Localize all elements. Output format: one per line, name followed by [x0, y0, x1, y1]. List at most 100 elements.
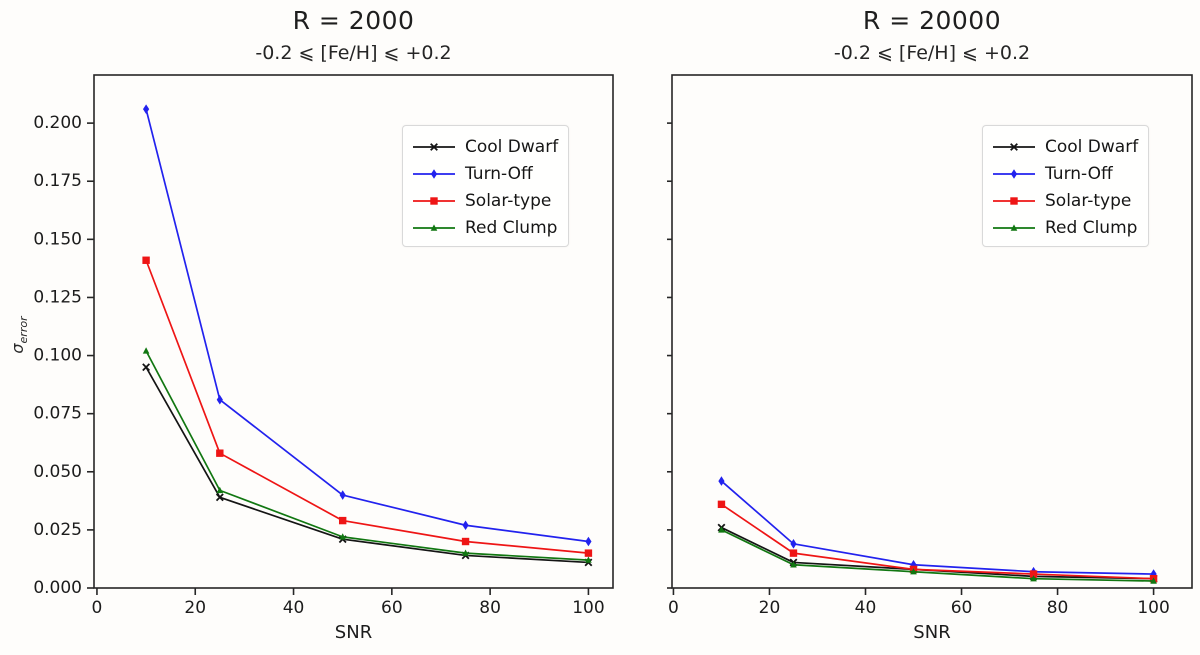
y-tick-label: 0.025: [33, 520, 82, 540]
data-point-marker-triangle: [910, 568, 917, 575]
data-point-marker-x: [142, 363, 151, 372]
sigma-subscript: error: [17, 316, 31, 344]
data-point-marker-diamond: [339, 490, 346, 500]
legend-label: Red Clump: [465, 217, 558, 238]
data-point-marker-diamond: [462, 520, 469, 531]
data-point-marker-diamond: [585, 536, 592, 547]
y-tick-label: 0.150: [33, 229, 82, 249]
data-point-marker-square: [789, 549, 798, 557]
legend-swatch-square-icon: [413, 196, 455, 205]
legend-swatch-diamond-icon: [993, 168, 1035, 179]
data-point-marker-diamond: [216, 394, 223, 405]
x-axis-label-right: SNR: [913, 622, 951, 643]
legend-item-turn-off: Turn-Off: [992, 160, 1138, 187]
x-tick-label: 100: [572, 598, 604, 618]
x-tick-label: 0: [668, 598, 679, 618]
legend-swatch-triangle-icon: [993, 223, 1035, 231]
x-tick-label: 20: [759, 598, 781, 618]
data-point-marker-square: [142, 256, 150, 264]
y-tick-label: 0.100: [33, 346, 82, 366]
chart-title-right: R = 20000: [862, 6, 1002, 35]
data-point-marker-square: [430, 196, 438, 205]
series-red-clump: [718, 526, 1157, 584]
title-block-right: R = 20000 -0.2 ⩽ [Fe/H] ⩽ +0.2: [672, 6, 1192, 64]
data-point-marker-square: [338, 516, 347, 525]
y-tick-label: 0.050: [33, 462, 82, 482]
x-tick-label: 80: [1047, 598, 1069, 618]
legend-swatch-square-icon: [993, 196, 1035, 205]
data-point-marker-square: [461, 537, 470, 546]
legend-label: Cool Dwarf: [1045, 136, 1139, 157]
y-tick-label: 0.000: [33, 578, 82, 598]
data-point-marker-x: [430, 142, 438, 151]
data-point-marker-diamond: [790, 539, 797, 549]
legend-label: Solar-type: [1045, 190, 1132, 211]
title-block-left: R = 2000 -0.2 ⩽ [Fe/H] ⩽ +0.2: [94, 6, 613, 64]
sigma-symbol: σ: [8, 343, 27, 354]
data-point-marker-diamond: [718, 476, 725, 486]
data-point-marker-square: [1010, 196, 1018, 205]
data-point-marker-triangle: [1150, 577, 1157, 584]
data-point-marker-triangle: [718, 526, 725, 533]
y-tick-label: 0.125: [33, 287, 82, 307]
legend-label: Turn-Off: [465, 163, 533, 184]
legend-swatch-triangle-icon: [413, 223, 455, 231]
x-tick-label: 80: [479, 598, 501, 618]
chart-subtitle-left: -0.2 ⩽ [Fe/H] ⩽ +0.2: [255, 42, 452, 64]
x-tick-label: 100: [1137, 598, 1169, 618]
data-point-marker-square: [584, 549, 593, 557]
series-line-solar-type: [720, 503, 1154, 580]
legend-label: Solar-type: [465, 190, 552, 211]
data-point-marker-square: [1029, 570, 1038, 578]
legend-item-solar-type: Solar-type: [412, 187, 558, 214]
data-point-marker-triangle: [142, 347, 150, 354]
series-solar-type: [142, 256, 593, 557]
data-point-marker-triangle: [1030, 575, 1037, 582]
y-axis-label: σerror: [8, 290, 31, 380]
x-tick-label: 60: [381, 598, 403, 618]
legend-label: Red Clump: [1045, 217, 1138, 238]
legend-label: Turn-Off: [1045, 163, 1113, 184]
series-solar-type: [717, 500, 1158, 583]
x-tick-label: 0: [92, 598, 103, 618]
series-cool-dwarf: [142, 363, 593, 567]
legend-item-solar-type: Solar-type: [992, 187, 1138, 214]
x-tick-label: 60: [951, 598, 973, 618]
data-point-marker-triangle: [339, 533, 346, 540]
data-point-marker-diamond: [142, 104, 150, 114]
data-point-marker-triangle: [790, 561, 797, 568]
y-tick-label: 0.175: [33, 171, 82, 191]
data-point-marker-triangle: [1010, 223, 1018, 231]
legend-item-turn-off: Turn-Off: [412, 160, 558, 187]
data-point-marker-square: [216, 449, 224, 457]
data-point-marker-triangle: [216, 486, 224, 494]
chart-legend-left: Cool Dwarf Turn-Off Solar-type Red Clump: [402, 125, 570, 247]
y-tick-label: 0.200: [33, 113, 82, 133]
x-tick-label: 20: [184, 598, 206, 618]
data-point-marker-diamond: [430, 168, 438, 179]
data-point-marker-x: [215, 493, 224, 502]
series-line-red-clump: [145, 350, 589, 561]
legend-item-red-clump: Red Clump: [992, 214, 1138, 241]
legend-swatch-x-icon: [413, 142, 455, 151]
y-tick-label: 0.075: [33, 404, 82, 424]
series-turn-off: [142, 104, 592, 547]
x-axis-label-left: SNR: [334, 622, 373, 643]
legend-swatch-diamond-icon: [413, 168, 455, 179]
legend-item-cool-dwarf: Cool Dwarf: [412, 133, 558, 160]
series-line-solar-type: [145, 259, 589, 554]
chart-panel: 0 20 40 60 80 100 0.000 0.025 0.050 0.075 0.100 0.1…: [33, 74, 614, 618]
data-point-marker-square: [717, 500, 726, 509]
series-red-clump: [142, 347, 592, 563]
axes-box: [93, 74, 614, 589]
data-point-marker-triangle: [462, 549, 469, 556]
legend-item-cool-dwarf: Cool Dwarf: [992, 133, 1138, 160]
legend-label: Cool Dwarf: [465, 136, 559, 157]
data-point-marker-triangle: [430, 223, 438, 231]
axes-box: [671, 74, 1193, 589]
chart-title-left: R = 2000: [292, 6, 415, 35]
series-turn-off: [718, 476, 1157, 579]
data-point-marker-x: [1010, 142, 1018, 151]
